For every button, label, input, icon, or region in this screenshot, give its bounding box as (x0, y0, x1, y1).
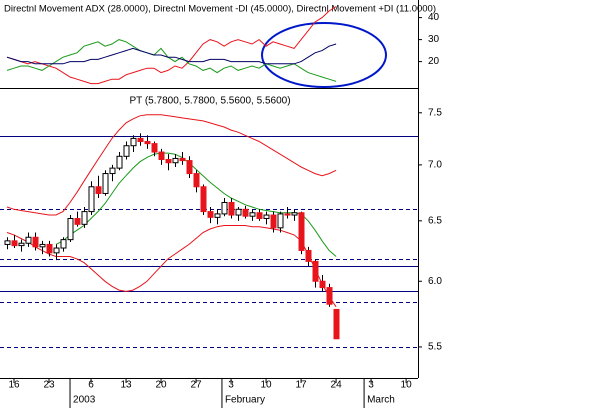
candle-body (60, 239, 67, 249)
candle-body (277, 213, 284, 229)
y-tick-label: 7.0 (428, 160, 442, 171)
candle-body (102, 173, 109, 194)
x-tick-label: 10 (401, 380, 413, 391)
candle-body (284, 213, 291, 216)
highlight-ellipse (261, 22, 387, 88)
candle-body (123, 145, 130, 157)
period-label: March (367, 395, 395, 406)
period-label: February (225, 395, 265, 406)
candle-body (165, 159, 172, 164)
candle-body (242, 208, 249, 217)
y-tick-label: 6.5 (428, 215, 442, 226)
candle-body (319, 280, 326, 289)
candle-body (228, 201, 235, 216)
x-tick-label: 10 (261, 380, 273, 391)
candle-body (221, 201, 228, 215)
candle-body (39, 243, 46, 248)
candle-body (326, 287, 333, 305)
y-tick-label: 5.5 (428, 342, 442, 353)
candle-body (207, 211, 214, 218)
overlay-line (6, 114, 337, 216)
candle-body (88, 186, 95, 213)
candle-body (256, 212, 263, 220)
candle-body (333, 308, 340, 340)
x-tick-label: 16 (8, 380, 20, 391)
candle-body (53, 247, 60, 254)
candle-body (186, 160, 193, 175)
candle-body (25, 236, 32, 244)
indicator-title: Directnl Movement ADX (28.0000), Directn… (4, 4, 436, 15)
candle-body (249, 212, 256, 217)
y-tick-label: 7.5 (428, 107, 442, 118)
x-tick-label: 27 (190, 380, 202, 391)
indicator-line (6, 39, 337, 82)
y-tick-label: 20 (428, 56, 440, 67)
price-title: PT (5.7800, 5.7800, 5.5600, 5.5600) (129, 96, 290, 107)
candle-body (116, 155, 123, 169)
candle-body (270, 214, 277, 229)
candle-body (312, 260, 319, 282)
y-tick-label: 30 (428, 34, 440, 45)
candle-body (46, 243, 53, 254)
indicator-line (6, 6, 337, 85)
candle-body (193, 173, 200, 188)
x-tick-label: 6 (88, 380, 94, 391)
candle-body (130, 137, 137, 147)
x-tick-label: 17 (296, 380, 308, 391)
candle-body (144, 141, 151, 145)
x-tick-label: 23 (43, 380, 55, 391)
candle-body (74, 218, 81, 225)
candle-body (18, 242, 25, 247)
x-tick-label: 3 (368, 380, 374, 391)
candle-body (4, 240, 11, 245)
candle-body (291, 212, 298, 216)
x-tick-label: 24 (331, 380, 343, 391)
indicator-line (6, 43, 337, 65)
candle-body (158, 151, 165, 161)
candle-body (298, 212, 305, 251)
overlay-line (55, 152, 337, 257)
candle-body (151, 143, 158, 153)
y-tick-label: 40 (428, 12, 440, 23)
candle-body (81, 211, 88, 225)
period-label: 2003 (73, 395, 96, 406)
candle-body (137, 137, 144, 143)
candle-body (32, 236, 39, 248)
candle-body (214, 213, 221, 218)
candle-body (200, 186, 207, 213)
x-tick-label: 3 (228, 380, 234, 391)
candle-body (235, 208, 242, 216)
candle-body (179, 157, 186, 162)
candle-body (263, 214, 270, 220)
candle-body (95, 186, 102, 194)
candle-body (172, 157, 179, 164)
x-tick-label: 20 (155, 380, 167, 391)
x-tick-label: 13 (120, 380, 132, 391)
candle-body (11, 240, 18, 247)
candle-body (67, 218, 74, 241)
overlay-line (6, 225, 337, 308)
candle-body (305, 249, 312, 262)
candle-body (109, 167, 116, 175)
y-tick-label: 6.0 (428, 276, 442, 287)
